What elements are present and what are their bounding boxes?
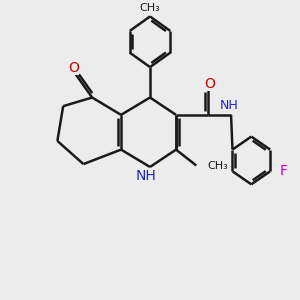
Text: NH: NH (135, 169, 156, 183)
Text: O: O (68, 61, 79, 75)
Text: F: F (279, 164, 287, 178)
Text: O: O (204, 76, 215, 91)
Text: CH₃: CH₃ (140, 3, 160, 13)
Text: NH: NH (220, 99, 239, 112)
Text: CH₃: CH₃ (207, 160, 228, 170)
